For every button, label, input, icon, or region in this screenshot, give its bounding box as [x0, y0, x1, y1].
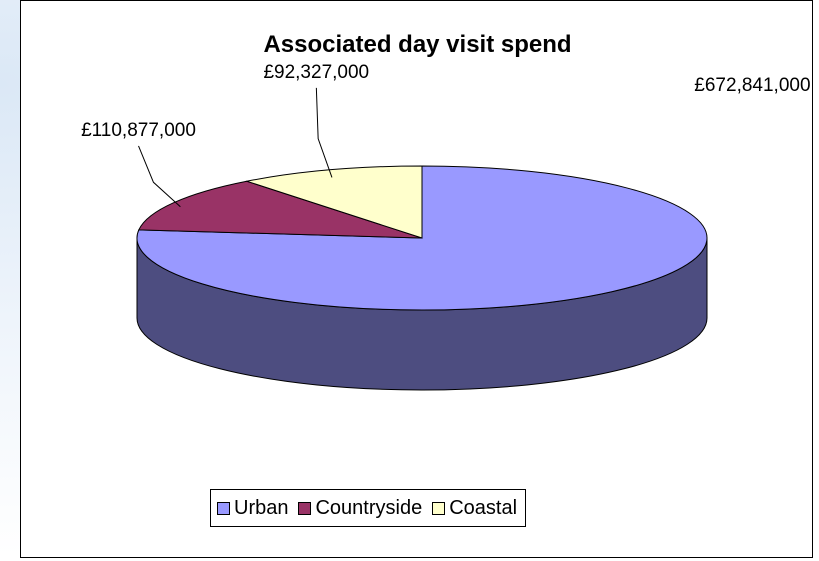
pie-slices	[136, 165, 708, 311]
data-labels: £672,841,000 £110,877,000 £92,327,000	[81, 62, 810, 141]
data-label-coastal: £92,327,000	[263, 62, 369, 83]
data-label-urban: £672,841,000	[694, 75, 810, 96]
legend-swatch-urban	[217, 501, 230, 515]
legend: Urban Countryside Coastal	[210, 489, 527, 527]
legend-label-countryside: Countryside	[315, 496, 423, 519]
chart-area: Associated day visit spend £672,841,000 £…	[20, 0, 813, 558]
legend-item-coastal: Coastal	[432, 497, 517, 520]
leader-line-countryside	[138, 145, 181, 208]
label-leader-lines	[138, 87, 333, 208]
pie-slice-countryside	[138, 180, 423, 239]
legend-swatch-countryside	[298, 501, 312, 515]
legend-item-urban: Urban	[217, 497, 288, 520]
legend-label-coastal: Coastal	[449, 496, 518, 519]
legend-label-urban: Urban	[234, 496, 289, 519]
chart-title: Associated day visit spend	[263, 31, 572, 58]
legend-item-countryside: Countryside	[298, 497, 422, 520]
legend-swatch-coastal	[432, 501, 446, 515]
data-label-countryside: £110,877,000	[81, 120, 196, 141]
leader-line-coastal	[315, 87, 333, 178]
pie-chart: £672,841,000 £110,877,000 £92,327,000	[81, 62, 811, 391]
